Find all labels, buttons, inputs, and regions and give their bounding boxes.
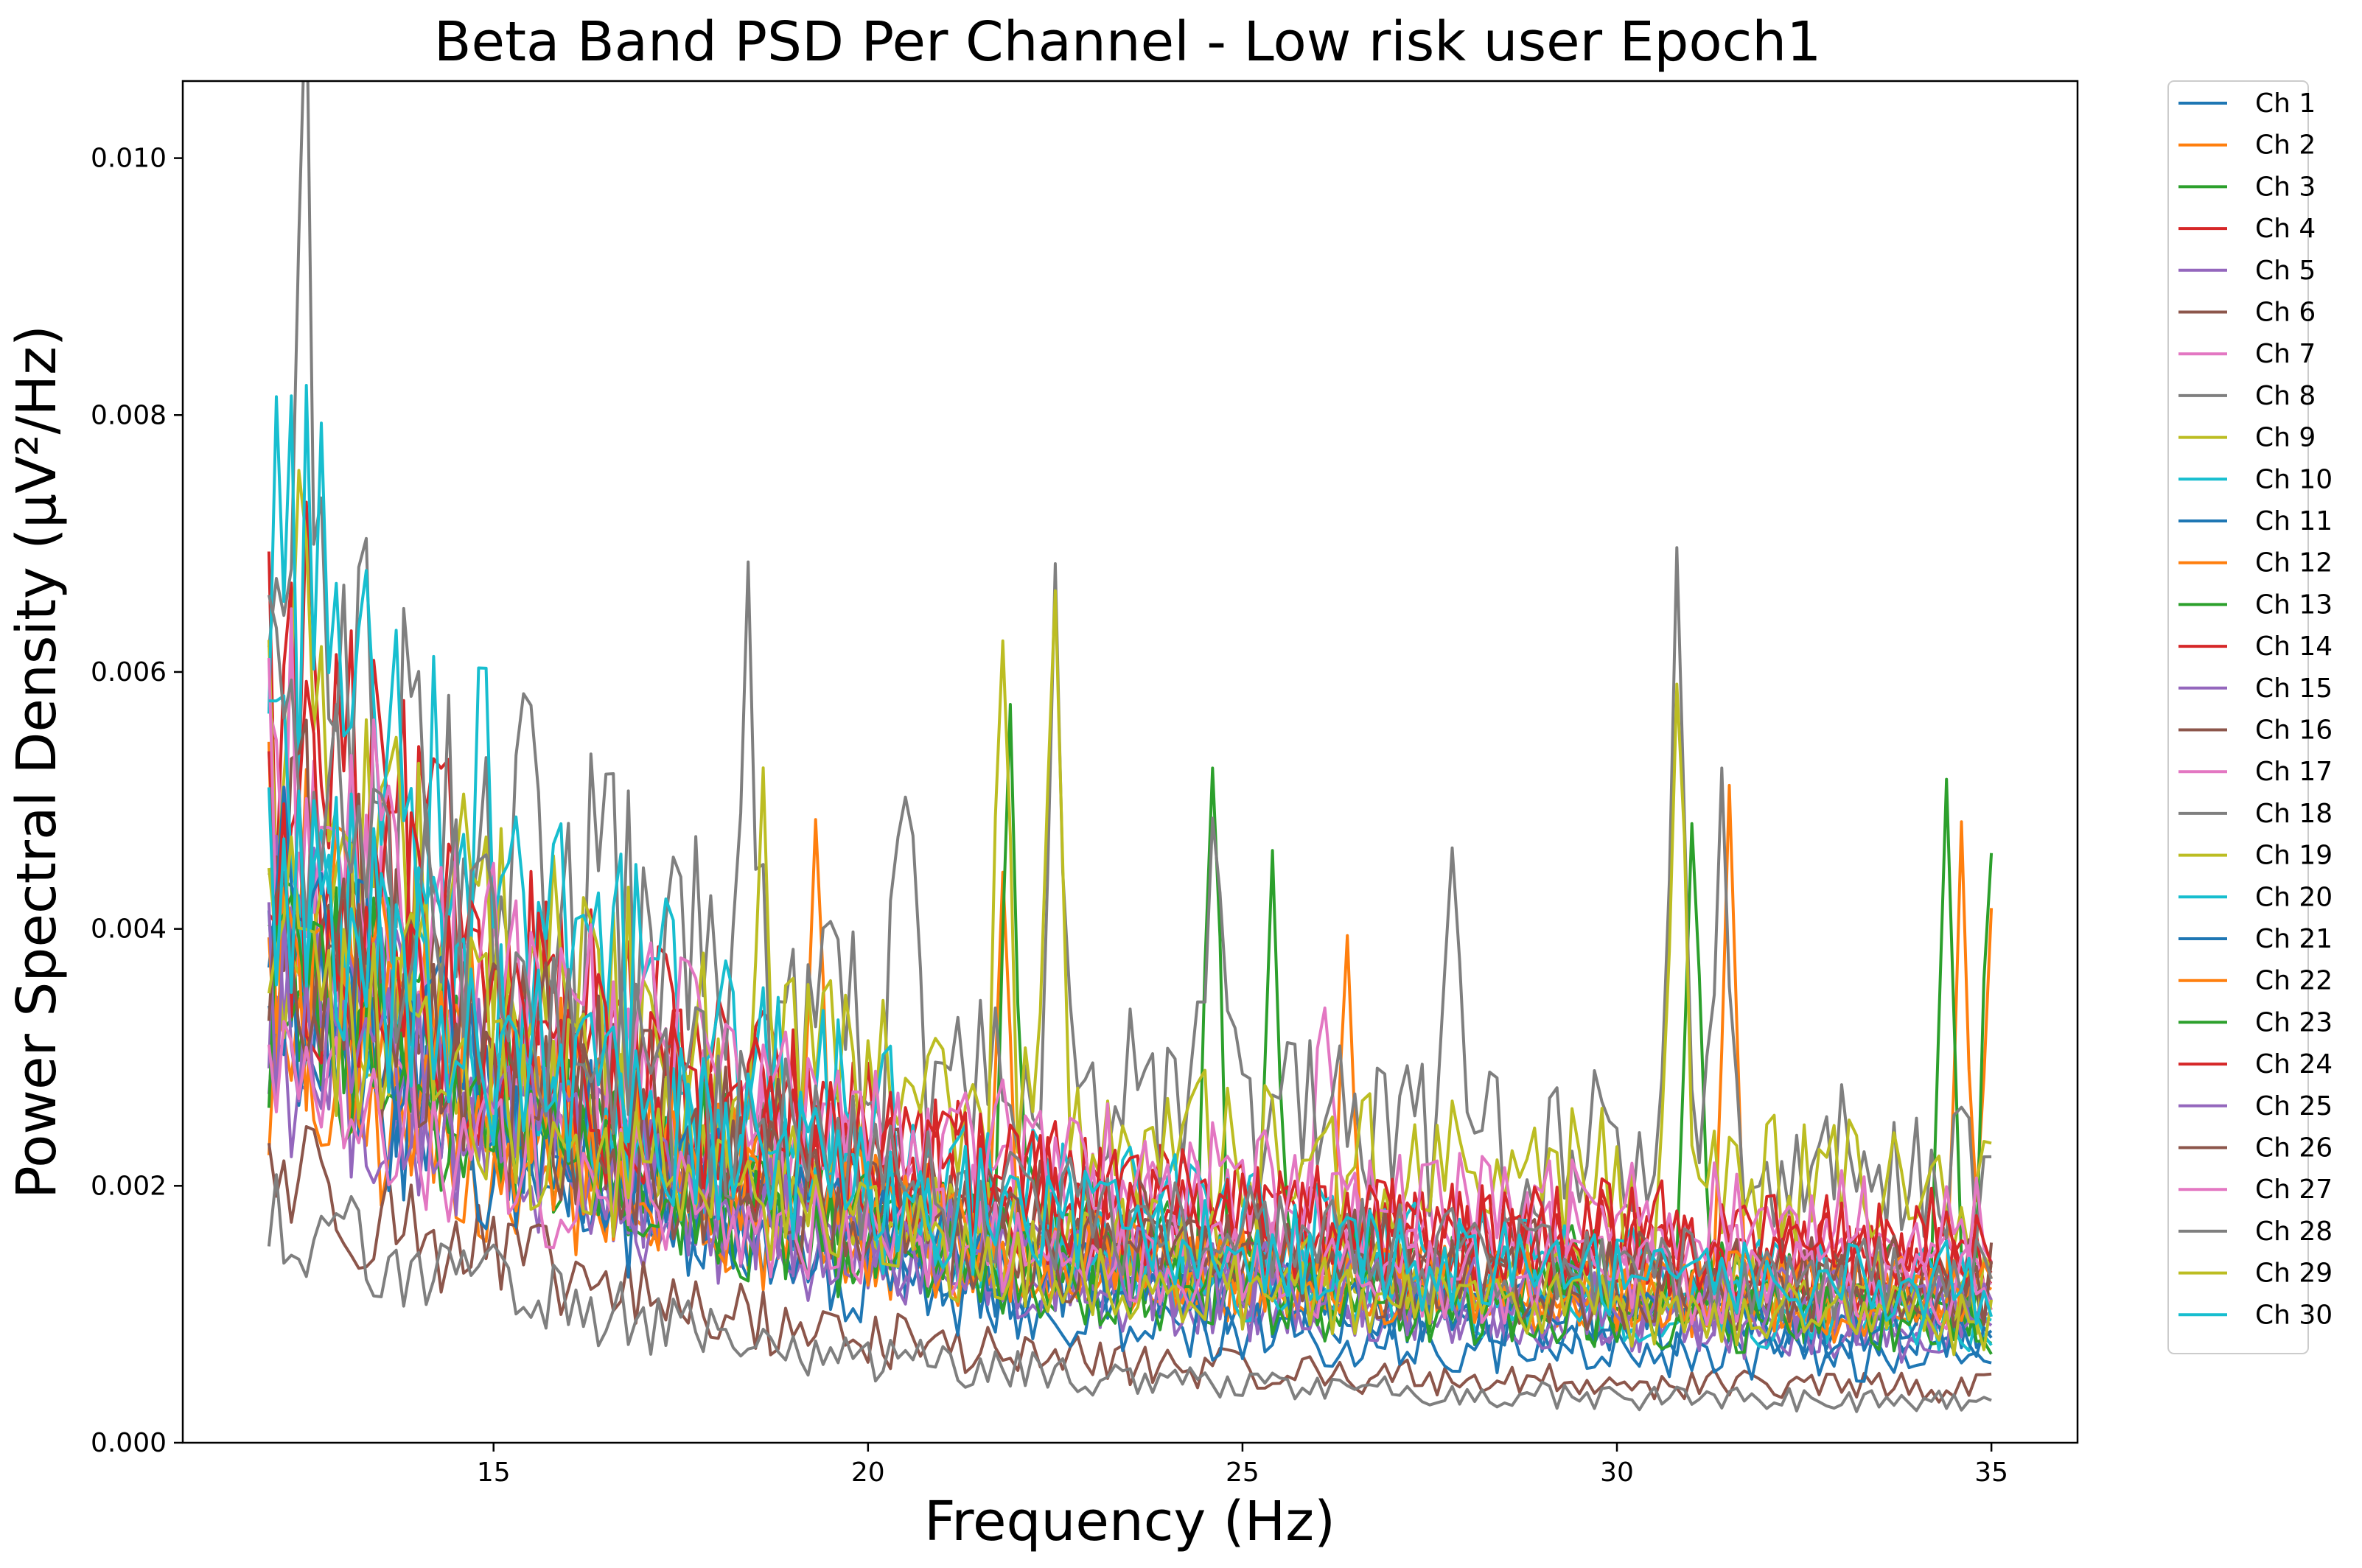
legend-label: Ch 10 [2255, 464, 2333, 494]
y-axis: 0.000 0.002 0.004 0.006 0.008 0.010 [91, 144, 183, 1458]
series-line-26 [267, 871, 1994, 1333]
series-line-18 [267, 1173, 1992, 1413]
series-line-30 [267, 787, 1994, 1326]
legend-label: Ch 6 [2255, 298, 2316, 328]
legend-label: Ch 8 [2255, 381, 2316, 411]
legend-label: Ch 1 [2255, 88, 2316, 119]
legend-label: Ch 12 [2255, 548, 2333, 578]
legend-label: Ch 30 [2255, 1300, 2333, 1330]
y-axis-label: Power Spectral Density (µV²/Hz) [5, 325, 69, 1199]
plot-frame [181, 80, 2079, 1444]
legend-label: Ch 20 [2255, 882, 2333, 912]
legend-label: Ch 3 [2255, 172, 2316, 202]
legend: Ch 1 Ch 2 Ch 3 Ch 4 Ch 5 Ch 6 Ch 7 Ch 8 Ch 9 Ch 1… [2167, 80, 2333, 1354]
x-tick-label: 15 [477, 1457, 511, 1488]
legend-box [2167, 80, 2309, 1354]
y-tick-label: 0.002 [91, 1171, 167, 1201]
series-line-17 [267, 607, 1993, 1286]
legend-label: Ch 11 [2255, 506, 2333, 536]
legend-label: Ch 19 [2255, 841, 2333, 871]
legend-label: Ch 13 [2255, 589, 2333, 620]
legend-label: Ch 7 [2255, 339, 2316, 369]
legend-label: Ch 27 [2255, 1175, 2333, 1205]
legend-label: Ch 5 [2255, 256, 2316, 286]
y-tick-label: 0.010 [91, 144, 167, 174]
series-line-8 [267, 81, 1992, 1241]
x-tick-label: 35 [1974, 1457, 2008, 1488]
chart-title: Beta Band PSD Per Channel - Low risk use… [434, 10, 1822, 74]
y-tick-label: 0.000 [91, 1428, 167, 1458]
legend-label: Ch 24 [2255, 1049, 2333, 1079]
legend-label: Ch 9 [2255, 423, 2316, 453]
x-axis: 15 20 25 30 35 [477, 1443, 2008, 1488]
y-tick-label: 0.004 [91, 914, 167, 945]
legend-label: Ch 2 [2255, 130, 2316, 161]
legend-label: Ch 29 [2255, 1259, 2333, 1289]
legend-label: Ch 22 [2255, 966, 2333, 996]
series-line-25 [267, 902, 1993, 1346]
series-line-6 [267, 1125, 1992, 1404]
y-tick-label: 0.008 [91, 400, 167, 430]
legend-label: Ch 15 [2255, 673, 2333, 704]
x-tick-label: 20 [851, 1457, 885, 1488]
legend-label: Ch 23 [2255, 1007, 2333, 1037]
legend-label: Ch 17 [2255, 757, 2333, 787]
x-axis-label: Frequency (Hz) [924, 1490, 1335, 1553]
legend-label: Ch 4 [2255, 214, 2316, 244]
x-tick-label: 25 [1226, 1457, 1259, 1488]
series-line-24 [268, 776, 1993, 1297]
series-layer [267, 81, 1994, 1413]
series-line-28 [267, 595, 1994, 1323]
legend-label: Ch 28 [2255, 1217, 2333, 1247]
legend-label: Ch 14 [2255, 631, 2333, 662]
legend-label: Ch 16 [2255, 715, 2333, 746]
legend-label: Ch 18 [2255, 799, 2333, 829]
y-tick-label: 0.006 [91, 657, 167, 687]
legend-label: Ch 25 [2255, 1091, 2333, 1121]
x-tick-label: 30 [1600, 1457, 1634, 1488]
series-line-27 [267, 1020, 1993, 1331]
legend-label: Ch 26 [2255, 1133, 2333, 1163]
series-line-29 [267, 835, 1994, 1357]
legend-label: Ch 21 [2255, 924, 2333, 954]
